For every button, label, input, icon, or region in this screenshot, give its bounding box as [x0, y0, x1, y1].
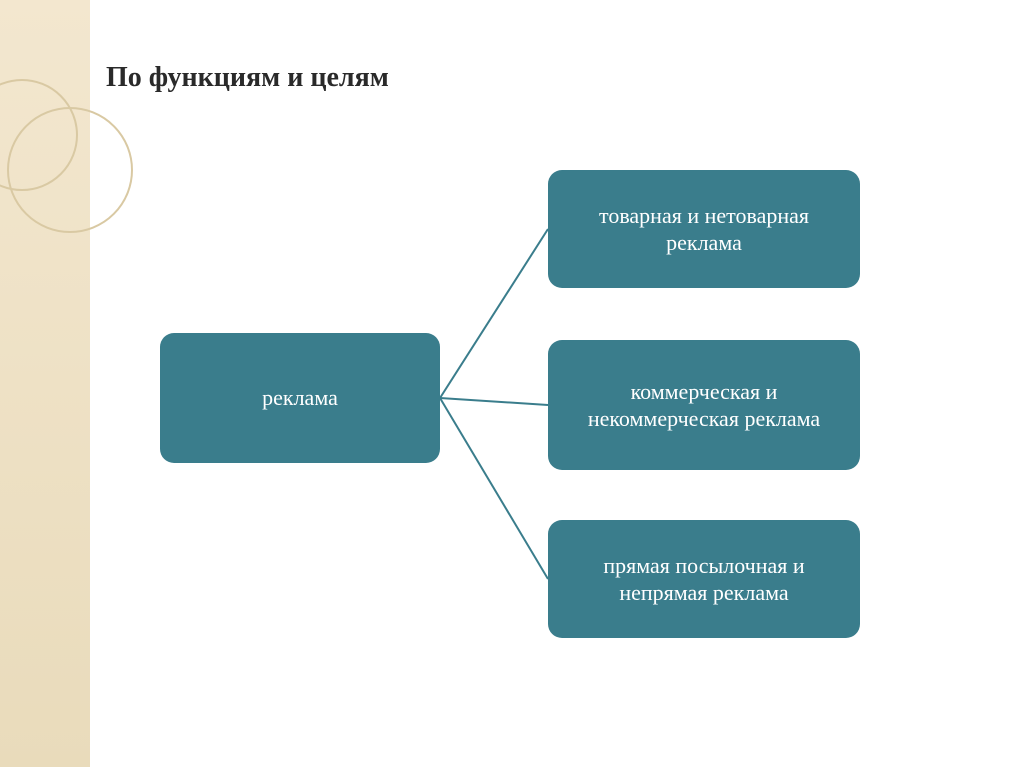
diagram-child-node: прямая посылочная и непрямая реклама: [548, 520, 860, 638]
page-title: По функциям и целям: [106, 62, 389, 94]
slide: По функциям и целям реклама товарная и не…: [0, 0, 1024, 767]
diagram-child-node: товарная и нетоварная реклама: [548, 170, 860, 288]
diagram-root-node: реклама: [160, 333, 440, 463]
left-decorative-panel: [0, 0, 90, 767]
diagram-edges: [0, 0, 1024, 767]
decorative-circles: [0, 0, 1024, 767]
diagram-child-node: коммерческая и некоммерческая реклама: [548, 340, 860, 470]
